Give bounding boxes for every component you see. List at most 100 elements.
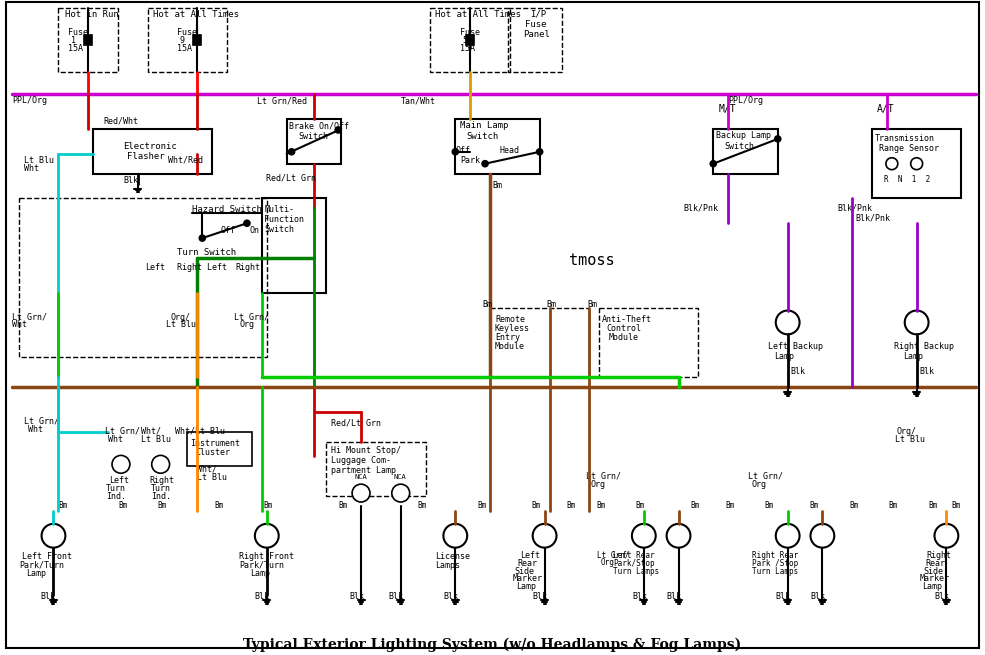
Text: Blk: Blk <box>349 592 364 601</box>
Text: Left Front: Left Front <box>22 552 72 561</box>
Text: Bm: Bm <box>158 501 166 510</box>
Text: Right: Right <box>150 476 174 485</box>
Circle shape <box>886 158 897 170</box>
Circle shape <box>667 524 690 548</box>
Text: Blk: Blk <box>920 367 935 376</box>
Text: Lt Blu: Lt Blu <box>165 320 196 329</box>
Bar <box>287 119 341 164</box>
Text: Brake On/Off: Brake On/Off <box>289 121 349 130</box>
Circle shape <box>776 310 800 334</box>
Text: Range Sensor: Range Sensor <box>879 144 939 153</box>
Text: Org: Org <box>239 320 254 329</box>
Bar <box>713 129 778 174</box>
Text: Bm: Bm <box>725 501 735 510</box>
Circle shape <box>392 484 410 502</box>
Text: Org/: Org/ <box>170 312 190 322</box>
Text: Head: Head <box>500 146 520 155</box>
Text: PPL/Org: PPL/Org <box>728 96 763 105</box>
Text: Instrument: Instrument <box>190 439 240 447</box>
Text: 5: 5 <box>462 36 467 45</box>
Text: Lt Blu: Lt Blu <box>24 156 54 165</box>
Circle shape <box>352 484 370 502</box>
Text: Lt Blu: Lt Blu <box>894 434 925 443</box>
Circle shape <box>452 149 458 155</box>
Text: License: License <box>435 552 471 561</box>
Text: Park/Turn: Park/Turn <box>19 561 64 570</box>
Text: Bm: Bm <box>214 501 224 510</box>
Text: Switch: Switch <box>298 132 329 141</box>
Text: Remote: Remote <box>495 316 525 324</box>
Text: Lamp: Lamp <box>902 352 923 361</box>
Text: Wht/Red: Wht/Red <box>167 156 203 165</box>
Text: Red/Wht: Red/Wht <box>103 116 138 125</box>
Circle shape <box>443 524 467 548</box>
Text: Control: Control <box>606 324 641 333</box>
Circle shape <box>632 524 656 548</box>
Circle shape <box>911 158 923 170</box>
Text: Blk: Blk <box>776 592 791 601</box>
Text: Bm: Bm <box>929 501 938 510</box>
Circle shape <box>199 235 205 241</box>
Text: Lt Grn/: Lt Grn/ <box>748 471 783 480</box>
Bar <box>490 308 589 377</box>
Text: tmoss: tmoss <box>569 253 615 268</box>
Text: R  N  1  2: R N 1 2 <box>884 175 930 183</box>
Circle shape <box>289 149 295 155</box>
Bar <box>430 8 510 73</box>
Bar <box>85 35 93 45</box>
Text: Wht/Lt Blu: Wht/Lt Blu <box>174 426 225 436</box>
Circle shape <box>482 160 488 166</box>
Text: Bm: Bm <box>532 501 541 510</box>
Text: Bm: Bm <box>690 501 699 510</box>
Text: Bm: Bm <box>477 501 487 510</box>
Text: Hot at All Times: Hot at All Times <box>435 10 521 19</box>
Bar <box>466 35 474 45</box>
Bar <box>326 441 426 496</box>
Text: Luggage Com-: Luggage Com- <box>331 457 391 466</box>
Circle shape <box>152 455 169 474</box>
Text: Lt Blu: Lt Blu <box>197 474 228 482</box>
Text: Module: Module <box>609 333 639 343</box>
Text: Bm: Bm <box>810 501 819 510</box>
Text: Bm: Bm <box>118 501 127 510</box>
Circle shape <box>537 149 543 155</box>
Text: Ind.: Ind. <box>106 492 126 501</box>
Text: Blk/Pnk: Blk/Pnk <box>837 204 873 212</box>
Text: Bm: Bm <box>418 501 427 510</box>
Bar <box>148 8 228 73</box>
Text: Bm: Bm <box>482 299 492 309</box>
Text: Left: Left <box>520 551 540 559</box>
Text: Left: Left <box>145 263 164 272</box>
Circle shape <box>710 160 716 166</box>
Text: Wht: Wht <box>108 434 123 443</box>
Bar <box>187 432 252 466</box>
Text: Electronic: Electronic <box>123 142 176 151</box>
Circle shape <box>775 136 781 142</box>
Bar <box>193 35 201 45</box>
Text: Wht/: Wht/ <box>141 426 161 436</box>
Text: Bm: Bm <box>566 501 575 510</box>
Text: Park/Stop: Park/Stop <box>613 559 655 568</box>
Text: Org/: Org/ <box>896 426 917 436</box>
Text: Tan/Wht: Tan/Wht <box>401 96 435 105</box>
Text: Lt Grn/: Lt Grn/ <box>597 551 629 559</box>
Text: Red/Lt Grn: Red/Lt Grn <box>266 174 316 183</box>
Text: Bm: Bm <box>547 299 557 309</box>
Text: Blk: Blk <box>632 592 647 601</box>
Text: Anti-Theft: Anti-Theft <box>602 316 652 324</box>
Text: Blk: Blk <box>935 592 950 601</box>
Bar <box>19 198 267 357</box>
Text: Keyless: Keyless <box>495 324 530 333</box>
Text: Hi Mount Stop/: Hi Mount Stop/ <box>331 447 401 455</box>
Text: NCA: NCA <box>354 474 366 480</box>
Text: Bm: Bm <box>849 501 858 510</box>
Circle shape <box>811 524 834 548</box>
Circle shape <box>112 455 130 474</box>
Text: Cluster: Cluster <box>195 449 230 457</box>
Circle shape <box>335 127 341 133</box>
Text: partment Lamp: partment Lamp <box>331 466 396 476</box>
Text: Org: Org <box>752 480 767 489</box>
Text: Turn Lamps: Turn Lamps <box>752 567 798 576</box>
Text: Lt Grn/: Lt Grn/ <box>105 426 140 436</box>
Text: 1: 1 <box>71 36 77 45</box>
